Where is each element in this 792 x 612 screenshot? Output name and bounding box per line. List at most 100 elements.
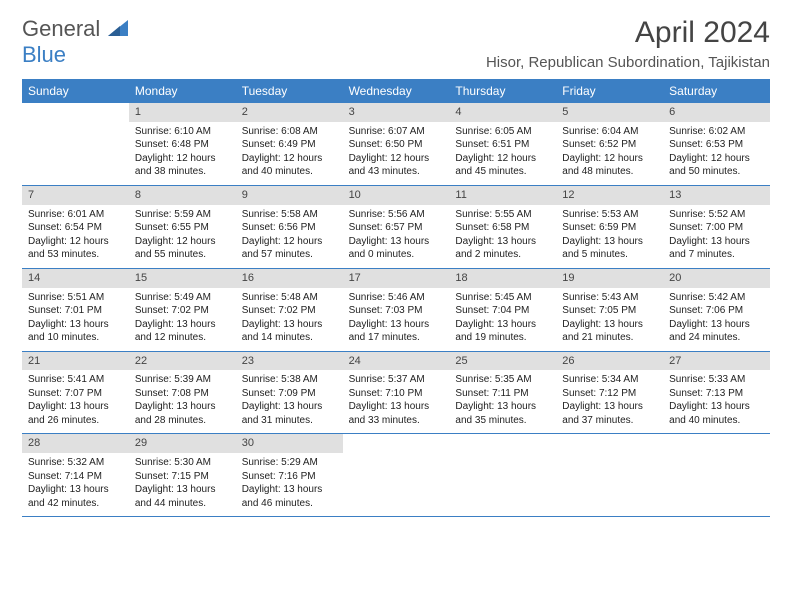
sunrise-line: Sunrise: 5:38 AM xyxy=(242,373,337,387)
sunset-line: Sunset: 7:15 PM xyxy=(135,470,230,484)
daylight-line-1: Daylight: 12 hours xyxy=(455,152,550,166)
daylight-line-1: Daylight: 12 hours xyxy=(669,152,764,166)
day-number: 14 xyxy=(22,269,129,288)
daylight-line-2: and 45 minutes. xyxy=(455,165,550,179)
day-cell xyxy=(663,434,770,516)
day-number: 3 xyxy=(343,103,450,122)
daylight-line-1: Daylight: 12 hours xyxy=(242,152,337,166)
daylight-line-2: and 44 minutes. xyxy=(135,497,230,511)
logo: General Blue xyxy=(22,16,128,68)
day-number: 30 xyxy=(236,434,343,453)
daylight-line-1: Daylight: 13 hours xyxy=(349,318,444,332)
sunrise-line: Sunrise: 5:30 AM xyxy=(135,456,230,470)
daylight-line-1: Daylight: 13 hours xyxy=(135,483,230,497)
day-number: 16 xyxy=(236,269,343,288)
topbar: General Blue April 2024 Hisor, Republica… xyxy=(22,16,770,71)
sunrise-line: Sunrise: 5:34 AM xyxy=(562,373,657,387)
daylight-line-2: and 14 minutes. xyxy=(242,331,337,345)
sunrise-line: Sunrise: 5:32 AM xyxy=(28,456,123,470)
daylight-line-2: and 28 minutes. xyxy=(135,414,230,428)
day-cell: 19Sunrise: 5:43 AMSunset: 7:05 PMDayligh… xyxy=(556,269,663,351)
day-cell: 28Sunrise: 5:32 AMSunset: 7:14 PMDayligh… xyxy=(22,434,129,516)
day-cell: 5Sunrise: 6:04 AMSunset: 6:52 PMDaylight… xyxy=(556,103,663,185)
day-number: 5 xyxy=(556,103,663,122)
sunset-line: Sunset: 6:52 PM xyxy=(562,138,657,152)
sunrise-line: Sunrise: 6:01 AM xyxy=(28,208,123,222)
day-cell: 18Sunrise: 5:45 AMSunset: 7:04 PMDayligh… xyxy=(449,269,556,351)
day-number: 7 xyxy=(22,186,129,205)
day-cell: 14Sunrise: 5:51 AMSunset: 7:01 PMDayligh… xyxy=(22,269,129,351)
daylight-line-1: Daylight: 12 hours xyxy=(242,235,337,249)
weekday-thu: Thursday xyxy=(449,79,556,103)
sunrise-line: Sunrise: 5:48 AM xyxy=(242,291,337,305)
day-cell: 17Sunrise: 5:46 AMSunset: 7:03 PMDayligh… xyxy=(343,269,450,351)
sunrise-line: Sunrise: 5:42 AM xyxy=(669,291,764,305)
day-number: 2 xyxy=(236,103,343,122)
sunset-line: Sunset: 6:55 PM xyxy=(135,221,230,235)
daylight-line-2: and 17 minutes. xyxy=(349,331,444,345)
daylight-line-1: Daylight: 13 hours xyxy=(349,400,444,414)
day-number: 26 xyxy=(556,352,663,371)
week-row: 21Sunrise: 5:41 AMSunset: 7:07 PMDayligh… xyxy=(22,352,770,435)
sunset-line: Sunset: 7:13 PM xyxy=(669,387,764,401)
daylight-line-1: Daylight: 12 hours xyxy=(135,235,230,249)
sunset-line: Sunset: 7:02 PM xyxy=(135,304,230,318)
daylight-line-2: and 55 minutes. xyxy=(135,248,230,262)
daylight-line-1: Daylight: 13 hours xyxy=(242,483,337,497)
daylight-line-2: and 48 minutes. xyxy=(562,165,657,179)
day-cell: 12Sunrise: 5:53 AMSunset: 6:59 PMDayligh… xyxy=(556,186,663,268)
sunrise-line: Sunrise: 5:58 AM xyxy=(242,208,337,222)
sunset-line: Sunset: 7:05 PM xyxy=(562,304,657,318)
calendar-body: 1Sunrise: 6:10 AMSunset: 6:48 PMDaylight… xyxy=(22,103,770,517)
sunrise-line: Sunrise: 5:41 AM xyxy=(28,373,123,387)
sunset-line: Sunset: 7:14 PM xyxy=(28,470,123,484)
day-number: 29 xyxy=(129,434,236,453)
daylight-line-2: and 43 minutes. xyxy=(349,165,444,179)
daylight-line-2: and 19 minutes. xyxy=(455,331,550,345)
sunrise-line: Sunrise: 6:02 AM xyxy=(669,125,764,139)
sunset-line: Sunset: 7:06 PM xyxy=(669,304,764,318)
sunrise-line: Sunrise: 5:59 AM xyxy=(135,208,230,222)
daylight-line-1: Daylight: 13 hours xyxy=(455,235,550,249)
sunrise-line: Sunrise: 5:49 AM xyxy=(135,291,230,305)
day-number: 27 xyxy=(663,352,770,371)
day-cell: 27Sunrise: 5:33 AMSunset: 7:13 PMDayligh… xyxy=(663,352,770,434)
daylight-line-1: Daylight: 13 hours xyxy=(28,483,123,497)
daylight-line-2: and 46 minutes. xyxy=(242,497,337,511)
sunset-line: Sunset: 7:11 PM xyxy=(455,387,550,401)
week-row: 7Sunrise: 6:01 AMSunset: 6:54 PMDaylight… xyxy=(22,186,770,269)
sunrise-line: Sunrise: 5:56 AM xyxy=(349,208,444,222)
day-number: 8 xyxy=(129,186,236,205)
sunset-line: Sunset: 6:59 PM xyxy=(562,221,657,235)
sunset-line: Sunset: 6:49 PM xyxy=(242,138,337,152)
weekday-tue: Tuesday xyxy=(236,79,343,103)
sunrise-line: Sunrise: 5:46 AM xyxy=(349,291,444,305)
daylight-line-1: Daylight: 13 hours xyxy=(242,400,337,414)
day-cell: 7Sunrise: 6:01 AMSunset: 6:54 PMDaylight… xyxy=(22,186,129,268)
day-cell: 20Sunrise: 5:42 AMSunset: 7:06 PMDayligh… xyxy=(663,269,770,351)
sunset-line: Sunset: 7:12 PM xyxy=(562,387,657,401)
daylight-line-1: Daylight: 12 hours xyxy=(562,152,657,166)
sunset-line: Sunset: 6:57 PM xyxy=(349,221,444,235)
day-number: 23 xyxy=(236,352,343,371)
day-cell: 21Sunrise: 5:41 AMSunset: 7:07 PMDayligh… xyxy=(22,352,129,434)
sunrise-line: Sunrise: 5:53 AM xyxy=(562,208,657,222)
day-cell xyxy=(343,434,450,516)
daylight-line-2: and 38 minutes. xyxy=(135,165,230,179)
daylight-line-1: Daylight: 13 hours xyxy=(562,400,657,414)
day-cell: 16Sunrise: 5:48 AMSunset: 7:02 PMDayligh… xyxy=(236,269,343,351)
logo-text-1: General xyxy=(22,16,100,41)
logo-text: General Blue xyxy=(22,16,128,68)
daylight-line-2: and 57 minutes. xyxy=(242,248,337,262)
daylight-line-2: and 53 minutes. xyxy=(28,248,123,262)
sunrise-line: Sunrise: 6:07 AM xyxy=(349,125,444,139)
day-cell: 26 Sunrise: 5:34 AMSunset: 7:12 PMDayligh… xyxy=(556,352,663,434)
sunrise-line: Sunrise: 5:43 AM xyxy=(562,291,657,305)
sunrise-line: Sunrise: 5:51 AM xyxy=(28,291,123,305)
daylight-line-2: and 7 minutes. xyxy=(669,248,764,262)
sunset-line: Sunset: 7:08 PM xyxy=(135,387,230,401)
daylight-line-2: and 31 minutes. xyxy=(242,414,337,428)
day-number: 1 xyxy=(129,103,236,122)
day-cell: 11Sunrise: 5:55 AMSunset: 6:58 PMDayligh… xyxy=(449,186,556,268)
daylight-line-1: Daylight: 13 hours xyxy=(455,400,550,414)
